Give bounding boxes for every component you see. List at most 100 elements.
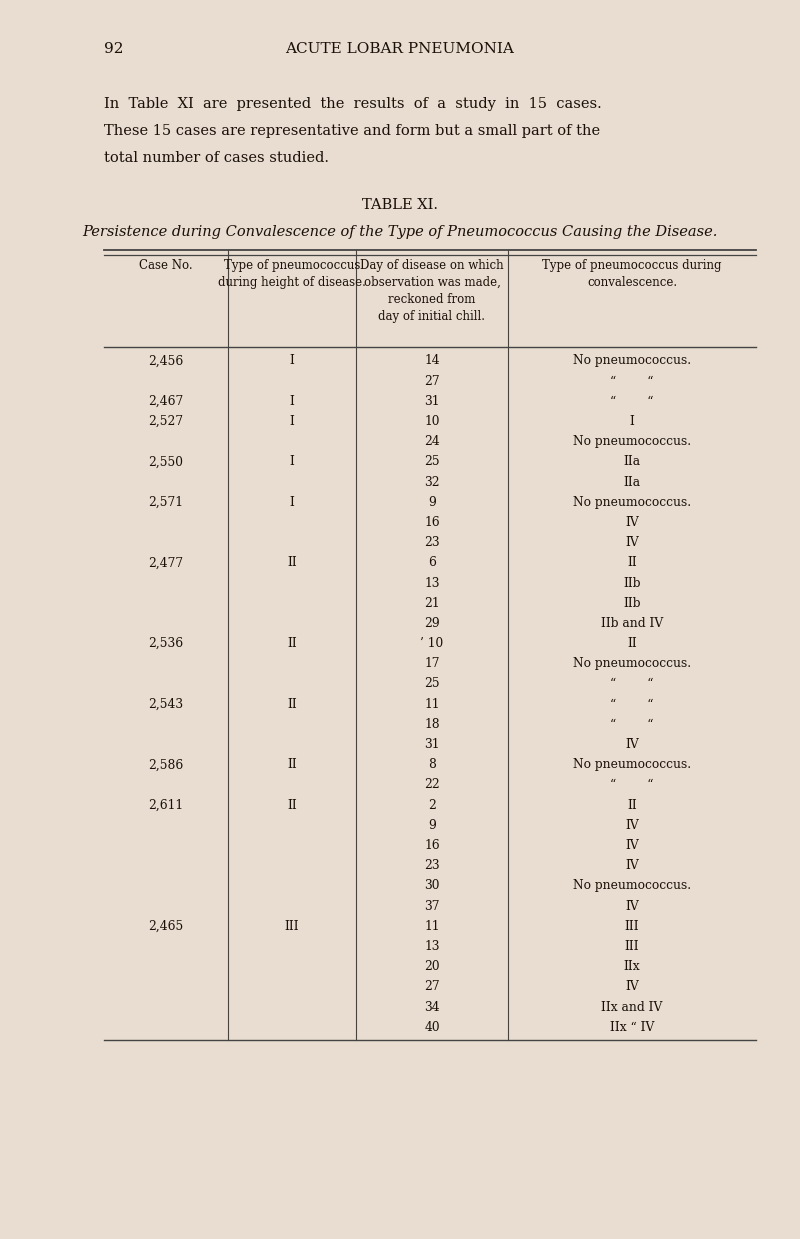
Text: 11: 11 — [424, 698, 440, 711]
Text: 2,550: 2,550 — [148, 455, 183, 468]
Text: IV: IV — [625, 980, 639, 994]
Text: No pneumococcus.: No pneumococcus. — [573, 758, 691, 771]
Text: No pneumococcus.: No pneumococcus. — [573, 880, 691, 892]
Text: 9: 9 — [428, 819, 436, 831]
Text: 31: 31 — [424, 395, 440, 408]
Text: III: III — [285, 919, 299, 933]
Text: IIb: IIb — [623, 576, 641, 590]
Text: 25: 25 — [424, 455, 440, 468]
Text: 34: 34 — [424, 1001, 440, 1014]
Text: ’ 10: ’ 10 — [420, 637, 444, 650]
Text: I: I — [630, 415, 634, 427]
Text: IV: IV — [625, 859, 639, 872]
Text: 31: 31 — [424, 738, 440, 751]
Text: 23: 23 — [424, 859, 440, 872]
Text: IV: IV — [625, 900, 639, 913]
Text: 13: 13 — [424, 576, 440, 590]
Text: 11: 11 — [424, 919, 440, 933]
Text: II: II — [627, 556, 637, 569]
Text: 27: 27 — [424, 374, 440, 388]
Text: 2,467: 2,467 — [148, 395, 183, 408]
Text: II: II — [287, 758, 297, 771]
Text: 2: 2 — [428, 799, 436, 812]
Text: II: II — [627, 637, 637, 650]
Text: III: III — [625, 919, 639, 933]
Text: IV: IV — [625, 819, 639, 831]
Text: 2,465: 2,465 — [148, 919, 183, 933]
Text: Persistence during Convalescence of the Type of Pneumococcus Causing the Disease: Persistence during Convalescence of the … — [82, 225, 718, 239]
Text: IV: IV — [625, 536, 639, 549]
Text: II: II — [287, 799, 297, 812]
Text: IV: IV — [625, 738, 639, 751]
Text: 2,586: 2,586 — [148, 758, 183, 771]
Text: 92: 92 — [104, 42, 123, 56]
Text: IIb and IV: IIb and IV — [601, 617, 663, 629]
Text: 2,571: 2,571 — [148, 496, 183, 509]
Text: 25: 25 — [424, 678, 440, 690]
Text: Type of pneumococcus
during height of disease.: Type of pneumococcus during height of di… — [218, 259, 366, 289]
Text: IV: IV — [625, 515, 639, 529]
Text: I: I — [290, 354, 294, 367]
Text: II: II — [287, 698, 297, 711]
Text: IIx and IV: IIx and IV — [602, 1001, 662, 1014]
Text: IIx “ IV: IIx “ IV — [610, 1021, 654, 1033]
Text: No pneumococcus.: No pneumococcus. — [573, 435, 691, 449]
Text: “        “: “ “ — [610, 778, 654, 792]
Text: total number of cases studied.: total number of cases studied. — [104, 151, 329, 165]
Text: 16: 16 — [424, 839, 440, 852]
Text: II: II — [627, 799, 637, 812]
Text: 2,536: 2,536 — [148, 637, 183, 650]
Text: Case No.: Case No. — [138, 259, 193, 271]
Text: “        “: “ “ — [610, 678, 654, 690]
Text: 2,543: 2,543 — [148, 698, 183, 711]
Text: 13: 13 — [424, 940, 440, 953]
Text: 2,456: 2,456 — [148, 354, 183, 367]
Text: “        “: “ “ — [610, 717, 654, 731]
Text: IIx: IIx — [624, 960, 640, 973]
Text: 10: 10 — [424, 415, 440, 427]
Text: 27: 27 — [424, 980, 440, 994]
Text: I: I — [290, 496, 294, 509]
Text: IIa: IIa — [623, 476, 641, 488]
Text: 32: 32 — [424, 476, 440, 488]
Text: 14: 14 — [424, 354, 440, 367]
Text: 29: 29 — [424, 617, 440, 629]
Text: 17: 17 — [424, 657, 440, 670]
Text: No pneumococcus.: No pneumococcus. — [573, 354, 691, 367]
Text: Type of pneumococcus during
convalescence.: Type of pneumococcus during convalescenc… — [542, 259, 722, 289]
Text: IV: IV — [625, 839, 639, 852]
Text: II: II — [287, 637, 297, 650]
Text: Day of disease on which
observation was made,
reckoned from
day of initial chill: Day of disease on which observation was … — [360, 259, 504, 323]
Text: “        “: “ “ — [610, 374, 654, 388]
Text: 23: 23 — [424, 536, 440, 549]
Text: 20: 20 — [424, 960, 440, 973]
Text: “        “: “ “ — [610, 395, 654, 408]
Text: No pneumococcus.: No pneumococcus. — [573, 496, 691, 509]
Text: 24: 24 — [424, 435, 440, 449]
Text: I: I — [290, 455, 294, 468]
Text: 18: 18 — [424, 717, 440, 731]
Text: ACUTE LOBAR PNEUMONIA: ACUTE LOBAR PNEUMONIA — [286, 42, 514, 56]
Text: IIa: IIa — [623, 455, 641, 468]
Text: 9: 9 — [428, 496, 436, 509]
Text: 22: 22 — [424, 778, 440, 792]
Text: IIb: IIb — [623, 597, 641, 610]
Text: In  Table  XI  are  presented  the  results  of  a  study  in  15  cases.: In Table XI are presented the results of… — [104, 97, 602, 110]
Text: 2,527: 2,527 — [148, 415, 183, 427]
Text: “        “: “ “ — [610, 698, 654, 711]
Text: 30: 30 — [424, 880, 440, 892]
Text: II: II — [287, 556, 297, 569]
Text: 8: 8 — [428, 758, 436, 771]
Text: No pneumococcus.: No pneumococcus. — [573, 657, 691, 670]
Text: These 15 cases are representative and form but a small part of the: These 15 cases are representative and fo… — [104, 124, 600, 138]
Text: III: III — [625, 940, 639, 953]
Text: I: I — [290, 395, 294, 408]
Text: I: I — [290, 415, 294, 427]
Text: 2,611: 2,611 — [148, 799, 183, 812]
Text: 21: 21 — [424, 597, 440, 610]
Text: TABLE XI.: TABLE XI. — [362, 198, 438, 212]
Text: 37: 37 — [424, 900, 440, 913]
Text: 40: 40 — [424, 1021, 440, 1033]
Text: 6: 6 — [428, 556, 436, 569]
Text: 2,477: 2,477 — [148, 556, 183, 569]
